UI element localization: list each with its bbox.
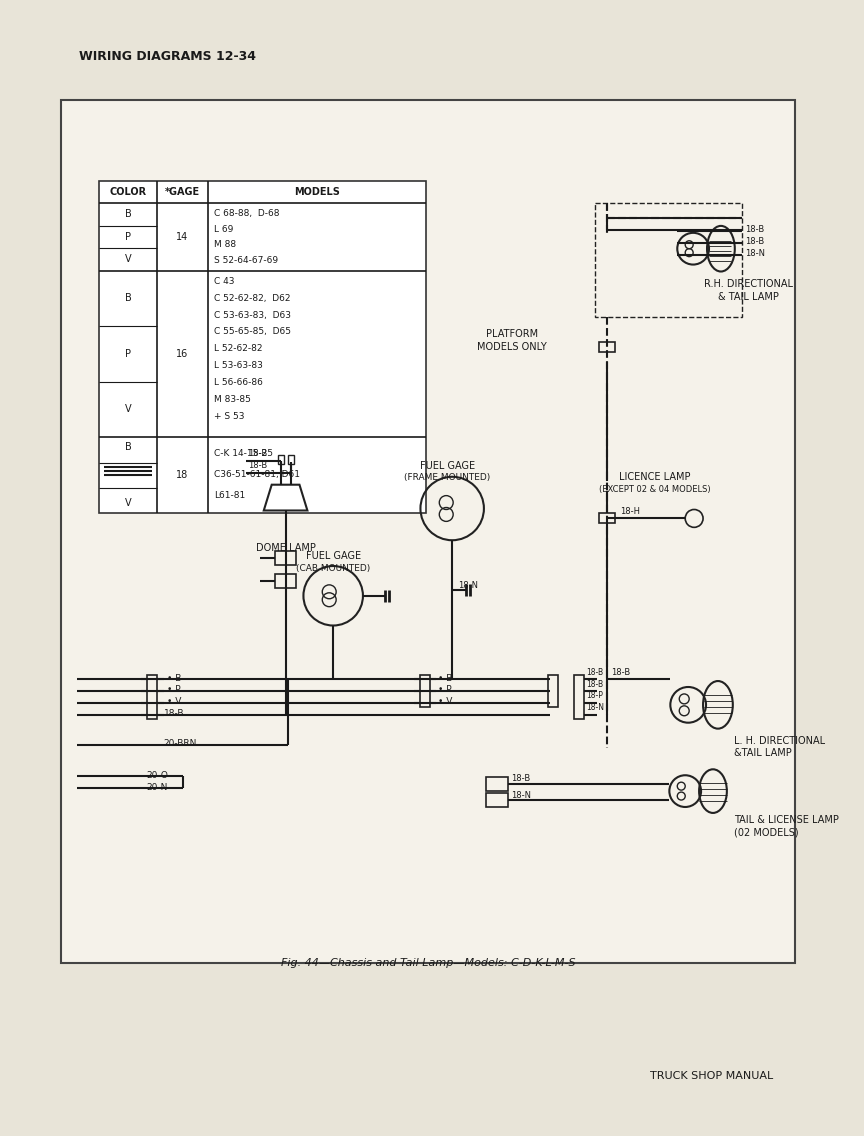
Text: 18-P: 18-P xyxy=(586,692,603,701)
Bar xyxy=(275,551,296,565)
Text: L61-81: L61-81 xyxy=(214,491,245,500)
Text: Fig. 44—Chassis and Tail Lamp—Models: C-D-K-L-M-S: Fig. 44—Chassis and Tail Lamp—Models: C-… xyxy=(281,958,575,968)
Text: 18-B: 18-B xyxy=(745,225,764,234)
Bar xyxy=(599,342,615,352)
Text: LICENCE LAMP: LICENCE LAMP xyxy=(619,471,690,482)
Text: PLATFORM: PLATFORM xyxy=(486,329,537,339)
Text: C 53-63-83,  D63: C 53-63-83, D63 xyxy=(214,310,291,319)
Text: 20-N: 20-N xyxy=(147,783,168,792)
Text: • P: • P xyxy=(167,685,181,694)
Bar xyxy=(99,182,427,513)
Bar xyxy=(147,675,156,719)
Bar xyxy=(277,454,283,463)
Text: B: B xyxy=(124,209,131,219)
Text: 18: 18 xyxy=(176,470,188,481)
Text: (CAB MOUNTED): (CAB MOUNTED) xyxy=(296,563,371,573)
Text: 14: 14 xyxy=(176,232,188,242)
Bar xyxy=(275,574,296,587)
Text: COLOR: COLOR xyxy=(110,187,147,198)
Text: • B: • B xyxy=(438,674,453,683)
Text: B: B xyxy=(124,442,131,452)
Text: FUEL GAGE: FUEL GAGE xyxy=(420,461,475,470)
Text: (FRAME MOUNTED): (FRAME MOUNTED) xyxy=(404,474,491,483)
Text: P: P xyxy=(125,232,131,242)
Text: MODELS ONLY: MODELS ONLY xyxy=(477,342,547,352)
Text: 18-B: 18-B xyxy=(586,668,603,677)
Text: • V: • V xyxy=(167,698,181,707)
Text: 18-N: 18-N xyxy=(586,703,604,712)
Text: 18-N: 18-N xyxy=(511,791,530,800)
Text: 20-BRN: 20-BRN xyxy=(163,740,197,747)
Text: 18-B: 18-B xyxy=(511,774,530,783)
Bar xyxy=(486,793,508,807)
Bar xyxy=(549,675,558,707)
Bar xyxy=(486,777,508,791)
Text: L 53-63-83: L 53-63-83 xyxy=(214,361,263,370)
Bar xyxy=(575,675,584,719)
Text: 18-B: 18-B xyxy=(611,668,630,677)
Text: P: P xyxy=(125,349,131,359)
Text: (EXCEPT 02 & 04 MODELS): (EXCEPT 02 & 04 MODELS) xyxy=(599,485,710,494)
Text: L. H. DIRECTIONAL: L. H. DIRECTIONAL xyxy=(734,735,825,745)
Text: • B: • B xyxy=(167,674,181,683)
Text: L 56-66-86: L 56-66-86 xyxy=(214,378,263,387)
Bar xyxy=(421,675,430,707)
Text: L 69: L 69 xyxy=(214,225,233,234)
Text: S 52-64-67-69: S 52-64-67-69 xyxy=(214,256,278,265)
Text: 16: 16 xyxy=(176,349,188,359)
Text: C-K 14-15-25: C-K 14-15-25 xyxy=(214,450,273,459)
Text: &TAIL LAMP: &TAIL LAMP xyxy=(734,749,791,759)
Text: V: V xyxy=(124,254,131,265)
Text: C 55-65-85,  D65: C 55-65-85, D65 xyxy=(214,327,291,336)
Text: M 83-85: M 83-85 xyxy=(214,395,251,404)
Text: WIRING DIAGRAMS 12-34: WIRING DIAGRAMS 12-34 xyxy=(79,50,257,62)
Text: MODELS: MODELS xyxy=(295,187,340,198)
Bar xyxy=(61,100,795,962)
Text: 20-O: 20-O xyxy=(147,770,168,779)
Text: 18-B: 18-B xyxy=(745,237,764,247)
Bar xyxy=(595,203,741,317)
Text: 18-B: 18-B xyxy=(163,709,184,718)
Text: (02 MODELS): (02 MODELS) xyxy=(734,828,798,837)
Text: C36-51-61-81, D61: C36-51-61-81, D61 xyxy=(214,470,300,479)
Text: 18-N: 18-N xyxy=(745,249,765,258)
Text: *GAGE: *GAGE xyxy=(165,187,200,198)
Text: + S 53: + S 53 xyxy=(214,411,245,420)
Text: 18-B: 18-B xyxy=(248,450,267,459)
Text: FUEL GAGE: FUEL GAGE xyxy=(306,551,361,561)
Text: TRUCK SHOP MANUAL: TRUCK SHOP MANUAL xyxy=(651,1071,773,1080)
Bar xyxy=(288,454,294,463)
Text: 18-H: 18-H xyxy=(619,507,639,516)
Text: • V: • V xyxy=(438,698,453,707)
Text: C 52-62-82,  D62: C 52-62-82, D62 xyxy=(214,294,290,303)
Text: 18-B: 18-B xyxy=(586,679,603,688)
Text: 18-N: 18-N xyxy=(458,582,478,591)
Text: & TAIL LAMP: & TAIL LAMP xyxy=(718,292,779,302)
Text: M 88: M 88 xyxy=(214,240,237,249)
Text: 18-B: 18-B xyxy=(248,461,267,470)
Text: • P: • P xyxy=(438,685,452,694)
Text: R.H. DIRECTIONAL: R.H. DIRECTIONAL xyxy=(704,279,793,290)
Bar xyxy=(99,182,427,513)
Text: C 68-88,  D-68: C 68-88, D-68 xyxy=(214,209,280,218)
Text: TAIL & LICENSE LAMP: TAIL & LICENSE LAMP xyxy=(734,815,839,825)
Text: C 43: C 43 xyxy=(214,277,235,286)
Bar xyxy=(599,513,615,524)
Text: B: B xyxy=(124,293,131,303)
Text: V: V xyxy=(124,404,131,415)
Text: V: V xyxy=(124,499,131,508)
Text: L 52-62-82: L 52-62-82 xyxy=(214,344,263,353)
Text: DOME LAMP: DOME LAMP xyxy=(256,543,315,553)
